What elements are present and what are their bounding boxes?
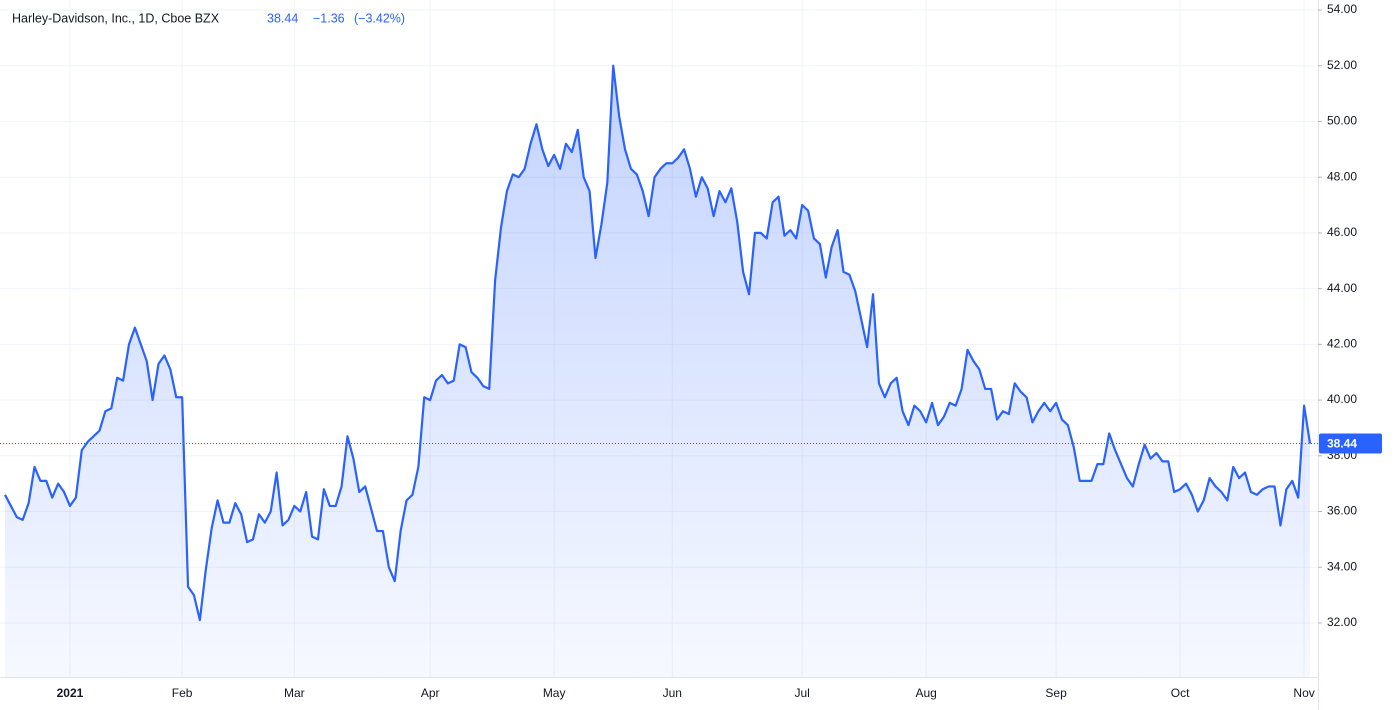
plot (0, 64, 1318, 677)
x-tick-label: Mar (284, 686, 305, 700)
y-tick-label: 52.00 (1327, 58, 1357, 72)
y-tick-label: 34.00 (1327, 559, 1357, 573)
y-tick-label: 54.00 (1327, 2, 1357, 16)
y-tick-label: 40.00 (1327, 392, 1357, 406)
x-tick-label: 2021 (57, 686, 84, 700)
y-tick-label: 48.00 (1327, 169, 1357, 183)
y-tick-label: 44.00 (1327, 281, 1357, 295)
price-change-percent: (−3.42%) (354, 11, 405, 25)
y-tick-label: 50.00 (1327, 114, 1357, 128)
price-line (4, 64, 1312, 622)
last-price: 38.44 (267, 11, 298, 25)
x-tick-label: Oct (1171, 686, 1190, 700)
x-tick-label: Sep (1045, 686, 1067, 700)
y-tick-label: 32.00 (1327, 615, 1357, 629)
x-tick-label: Apr (421, 686, 440, 700)
y-tick-label: 36.00 (1327, 504, 1357, 518)
x-tick-label: Feb (172, 686, 193, 700)
area-fill (5, 65, 1310, 677)
y-tick-label: 42.00 (1327, 337, 1357, 351)
last-price-box (1319, 433, 1382, 454)
chart-title: Harley-Davidson, Inc., 1D, Cboe BZX (12, 11, 220, 25)
x-tick-label: Nov (1293, 686, 1314, 700)
y-tick-label: 46.00 (1327, 225, 1357, 239)
x-tick-label: Jul (795, 686, 810, 700)
x-tick-label: Jun (663, 686, 682, 700)
price-change: −1.36 (313, 11, 345, 25)
axes: 32.0034.0036.0038.0040.0042.0044.0046.00… (57, 2, 1382, 700)
last-price-label: 38.44 (1327, 437, 1357, 451)
x-tick-label: May (543, 686, 566, 700)
x-tick-label: Aug (915, 686, 936, 700)
